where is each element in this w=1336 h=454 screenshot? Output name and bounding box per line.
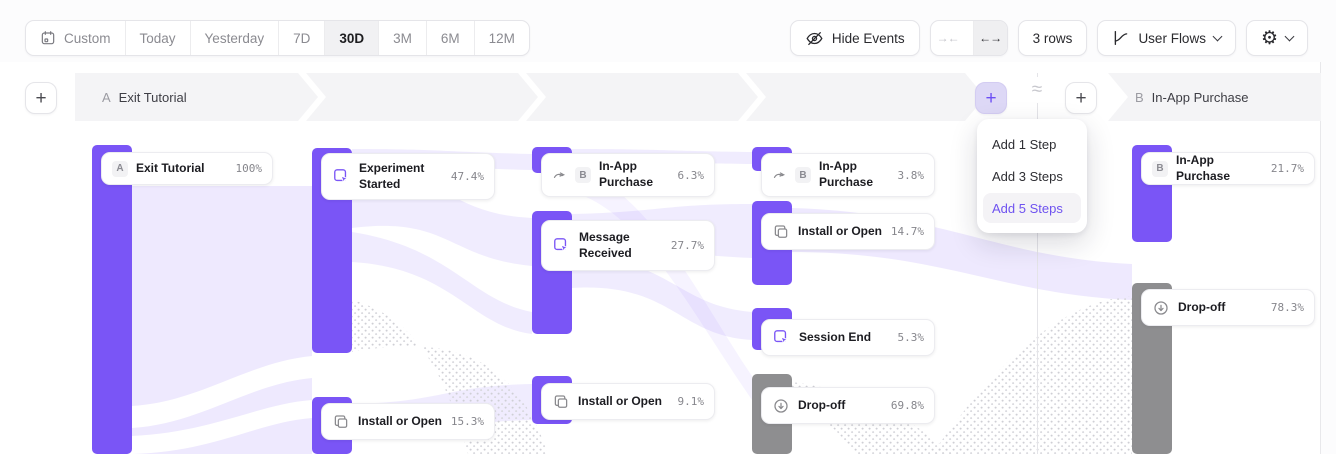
- view-selector-label: User Flows: [1138, 30, 1206, 46]
- add-flow-left-button[interactable]: +: [25, 82, 57, 114]
- rows-label: 3 rows: [1032, 30, 1073, 46]
- node-exit-tutorial[interactable]: A Exit Tutorial 100%: [101, 152, 273, 185]
- node-install-or-open[interactable]: Install or Open 9.1%: [541, 383, 715, 420]
- arrow-down-circle-icon: [1152, 299, 1170, 317]
- approx-connector-icon: ≈: [1021, 77, 1053, 103]
- date-range-today[interactable]: Today: [126, 21, 191, 55]
- node-session-end[interactable]: Session End 5.3%: [761, 319, 935, 356]
- user-flows-icon: [1112, 29, 1130, 47]
- jump-arrow-icon: [772, 168, 787, 183]
- flow-a-step-header-3[interactable]: [526, 73, 758, 121]
- flow-a-title: Exit Tutorial: [118, 89, 187, 105]
- date-range-label: Custom: [64, 30, 111, 46]
- node-dropoff-b[interactable]: Drop-off 78.3%: [1141, 289, 1315, 326]
- date-range-30d[interactable]: 30D: [325, 21, 380, 55]
- badge-b: B: [1152, 160, 1168, 177]
- node-in-app-purchase[interactable]: B In-App Purchase 6.3%: [541, 153, 715, 197]
- collapse-icon: →←: [936, 31, 960, 45]
- flow-a-step-header-1[interactable]: A Exit Tutorial: [75, 73, 318, 121]
- flow-a-letter: A: [102, 89, 111, 105]
- node-experiment-started[interactable]: Experiment Started 47.4%: [321, 153, 495, 200]
- date-range-3m[interactable]: 3M: [379, 21, 427, 55]
- expand-icon: ←→: [979, 31, 1002, 45]
- jump-arrow-icon: [552, 168, 567, 183]
- gear-icon: ⚙: [1260, 27, 1278, 49]
- ribbon-gaps: [132, 356, 312, 454]
- date-range-custom[interactable]: Custom: [26, 21, 126, 55]
- node-in-app-purchase-b[interactable]: B In-App Purchase 21.7%: [1141, 152, 1315, 185]
- copy-icon: [552, 393, 570, 411]
- event-icon: [552, 236, 571, 255]
- add-step-menu: Add 1 Step Add 3 Steps Add 5 Steps: [977, 119, 1087, 233]
- plus-icon: +: [985, 87, 997, 109]
- copy-icon: [772, 223, 790, 241]
- node-message-received[interactable]: Message Received 27.7%: [541, 220, 715, 271]
- chevron-down-icon: [1212, 31, 1223, 41]
- expand-columns-button[interactable]: ←→: [972, 21, 1007, 55]
- date-range-group: Custom Today Yesterday 7D 30D 3M 6M 12M: [25, 20, 530, 56]
- hide-events-label: Hide Events: [831, 30, 905, 46]
- hide-events-button[interactable]: Hide Events: [789, 20, 920, 56]
- copy-icon: [332, 413, 350, 431]
- date-range-7d[interactable]: 7D: [279, 21, 326, 55]
- badge-a: A: [112, 160, 128, 177]
- date-range-12m[interactable]: 12M: [488, 30, 515, 46]
- eye-off-icon: [805, 29, 824, 48]
- rows-button[interactable]: 3 rows: [1017, 20, 1088, 56]
- view-selector-button[interactable]: User Flows: [1097, 20, 1236, 56]
- spacing-toggle-group: →← ←→: [929, 20, 1008, 56]
- plus-icon: +: [35, 87, 47, 109]
- flow-b-step-header[interactable]: B In-App Purchase: [1108, 73, 1321, 121]
- menu-item-add-3-steps[interactable]: Add 3 Steps: [992, 168, 1063, 184]
- node-dropoff[interactable]: Drop-off 69.8%: [761, 387, 935, 424]
- arrow-down-circle-icon: [772, 397, 790, 415]
- flow-canvas: A Exit Tutorial B In-App Purchase + + ≈ …: [0, 62, 1321, 454]
- step-bar[interactable]: [92, 145, 132, 454]
- collapse-columns-button[interactable]: →←: [931, 21, 965, 55]
- node-in-app-purchase[interactable]: B In-App Purchase 3.8%: [761, 153, 935, 197]
- flow-b-letter: B: [1135, 89, 1144, 105]
- plus-icon: +: [1075, 87, 1087, 109]
- flow-a-step-header-4[interactable]: [746, 73, 985, 121]
- badge-b: B: [575, 167, 591, 183]
- add-flow-b-step-button[interactable]: +: [1065, 82, 1097, 114]
- menu-item-add-1-step[interactable]: Add 1 Step: [992, 136, 1057, 152]
- badge-b: B: [795, 167, 811, 183]
- flow-b-title: In-App Purchase: [1151, 89, 1249, 105]
- flow-section-divider: [1037, 73, 1038, 454]
- calendar-icon: [40, 30, 56, 46]
- add-step-button[interactable]: +: [975, 82, 1007, 114]
- menu-item-add-5-steps[interactable]: Add 5 Steps: [983, 193, 1081, 223]
- node-install-or-open[interactable]: Install or Open 15.3%: [321, 403, 495, 440]
- date-range-6m[interactable]: 6M: [427, 21, 475, 55]
- flow-a-step-header-2[interactable]: [306, 73, 538, 121]
- settings-button[interactable]: ⚙: [1245, 20, 1308, 56]
- toolbar: Custom Today Yesterday 7D 30D 3M 6M 12M …: [0, 0, 1336, 62]
- node-install-or-open[interactable]: Install or Open 14.7%: [761, 213, 935, 250]
- event-icon: [772, 328, 791, 347]
- event-icon: [332, 167, 351, 186]
- toolbar-right-group: Hide Events →← ←→ 3 rows User: [789, 20, 1308, 56]
- chevron-down-icon: [1284, 31, 1295, 41]
- date-range-yesterday[interactable]: Yesterday: [191, 21, 280, 55]
